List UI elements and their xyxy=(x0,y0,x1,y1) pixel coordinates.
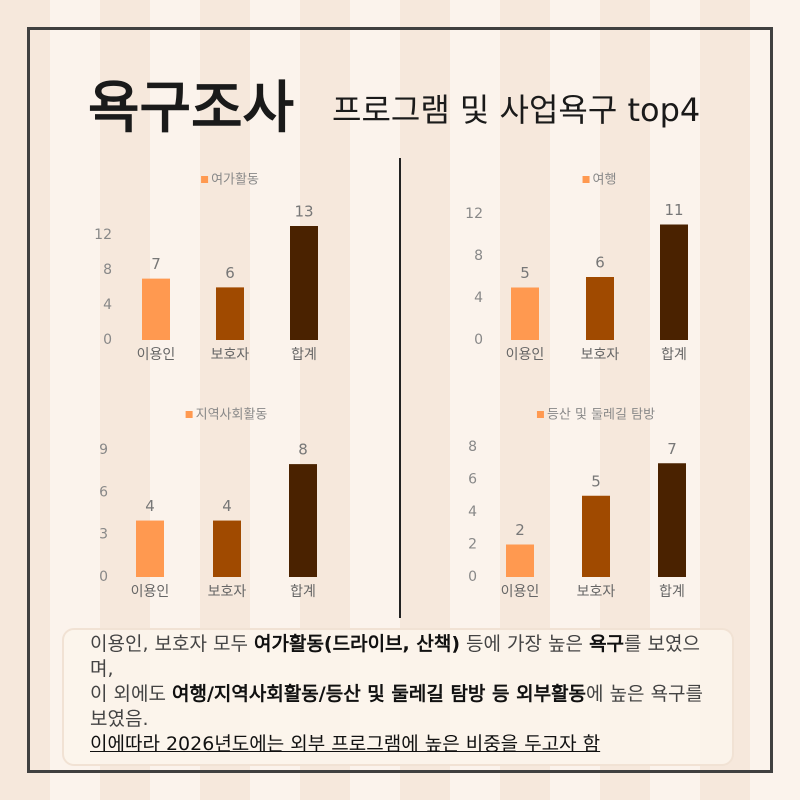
note-text: 여가활동(드라이브, 산책) xyxy=(254,633,461,655)
bar xyxy=(142,278,170,340)
y-tick-label: 8 xyxy=(103,262,112,278)
x-tick-label: 보호자 xyxy=(581,347,620,363)
legend-swatch xyxy=(201,176,209,183)
bar xyxy=(216,287,244,340)
bar xyxy=(660,224,688,340)
legend-label: 등산 및 둘레길 탐방 xyxy=(547,408,655,423)
bar xyxy=(582,495,610,577)
legend-swatch xyxy=(185,411,193,418)
x-tick-label: 이용인 xyxy=(501,584,540,600)
y-tick-label: 12 xyxy=(465,206,483,222)
x-tick-label: 합계 xyxy=(290,584,316,600)
x-tick-label: 보호자 xyxy=(577,584,616,600)
value-label: 5 xyxy=(591,472,601,490)
note-line: 이에따라 2026년도에는 외부 프로그램에 높은 비중을 두고자 함 xyxy=(90,732,720,757)
y-tick-label: 4 xyxy=(103,297,112,313)
y-tick-label: 4 xyxy=(474,290,483,306)
y-tick-label: 0 xyxy=(103,332,112,348)
note-text: 에 높은 욕구를 보였음. xyxy=(90,683,704,730)
value-label: 6 xyxy=(595,254,605,272)
note-line: 이용인, 보호자 모두 여가활동(드라이브, 산책) 등에 가장 높은 욕구를 … xyxy=(90,632,720,682)
bar xyxy=(289,464,317,577)
value-label: 13 xyxy=(294,203,313,221)
bar xyxy=(511,287,539,340)
x-tick-label: 이용인 xyxy=(506,347,545,363)
value-label: 5 xyxy=(520,264,530,282)
y-tick-label: 9 xyxy=(99,442,108,458)
y-tick-label: 12 xyxy=(94,227,112,243)
note-text: 를 보였으며, xyxy=(90,633,700,680)
legend-swatch xyxy=(536,411,544,418)
y-tick-label: 6 xyxy=(468,472,477,488)
note-text: 이용인, 보호자 모두 xyxy=(90,633,254,655)
legend-swatch xyxy=(582,176,590,183)
y-tick-label: 0 xyxy=(468,569,477,585)
y-tick-label: 4 xyxy=(468,504,477,520)
frame xyxy=(27,27,773,773)
note-text: 욕구 xyxy=(589,633,625,655)
note-line: 이 외에도 여행/지역사회활동/등산 및 둘레길 탐방 등 외부활동에 높은 욕… xyxy=(90,682,720,732)
y-tick-label: 8 xyxy=(474,248,483,264)
value-label: 8 xyxy=(298,441,308,459)
x-tick-label: 합계 xyxy=(661,347,687,363)
value-label: 7 xyxy=(667,440,677,458)
value-label: 6 xyxy=(225,264,235,282)
bar xyxy=(290,226,318,340)
notes: 이용인, 보호자 모두 여가활동(드라이브, 산책) 등에 가장 높은 욕구를 … xyxy=(90,632,720,757)
value-label: 11 xyxy=(664,201,683,219)
legend-label: 여가활동 xyxy=(211,173,259,188)
value-label: 4 xyxy=(222,497,232,515)
note-text: 이에따라 2026년도에는 외부 프로그램에 높은 비중을 두고자 함 xyxy=(90,733,601,755)
note-text: 등에 가장 높은 xyxy=(460,633,590,655)
x-tick-label: 합계 xyxy=(291,347,317,363)
note-box xyxy=(62,628,734,766)
y-tick-label: 8 xyxy=(468,439,477,455)
note-text: 이 외에도 xyxy=(90,683,172,705)
bar xyxy=(213,520,241,577)
value-label: 7 xyxy=(151,255,161,273)
subtitle: 프로그램 및 사업욕구 top4 xyxy=(332,91,700,129)
x-tick-label: 이용인 xyxy=(137,347,176,363)
y-tick-label: 0 xyxy=(474,332,483,348)
x-tick-label: 보호자 xyxy=(211,347,250,363)
legend-label: 여행 xyxy=(593,172,617,188)
value-label: 2 xyxy=(515,521,525,539)
note-text: 여행/지역사회활동/등산 및 둘레길 탐방 등 외부활동 xyxy=(172,683,587,705)
y-tick-label: 0 xyxy=(99,569,108,585)
y-tick-label: 3 xyxy=(99,527,108,543)
legend-label: 지역사회활동 xyxy=(196,408,268,423)
x-tick-label: 보호자 xyxy=(208,584,247,600)
y-tick-label: 6 xyxy=(99,484,108,500)
bar xyxy=(506,544,534,577)
bar xyxy=(136,520,164,577)
value-label: 4 xyxy=(145,497,155,515)
title: 욕구조사 xyxy=(88,76,294,141)
bar xyxy=(658,463,686,577)
x-tick-label: 이용인 xyxy=(131,584,170,600)
y-tick-label: 2 xyxy=(468,537,477,553)
bar xyxy=(586,277,614,340)
x-tick-label: 합계 xyxy=(659,584,685,600)
